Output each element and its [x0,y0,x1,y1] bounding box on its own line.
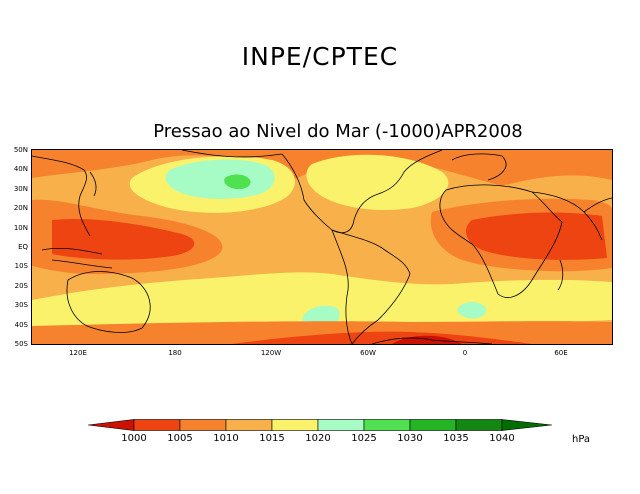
legend-swatch-1025 [363,419,411,431]
map-title: Pressao ao Nivel do Mar (-1000)APR2008 [153,121,523,142]
coast-antarctica [371,337,493,344]
field-1025-north-pacific-core [224,174,251,190]
coast-south-america [331,229,411,344]
lon-label-180: 180 [168,349,182,357]
field-1020-north-pacific-high [165,159,275,199]
lon-label-0: 0 [462,349,468,357]
legend-label-1025: 1025 [351,433,377,444]
coast-europe [451,153,507,181]
legend-swatch-below-1000 [88,419,135,431]
coast-japan [89,171,97,197]
legend-swatch-1000 [133,419,181,431]
legend-label-1030: 1030 [397,433,423,444]
lat-label-30n: 30N [13,185,28,193]
lon-label-60w: 60W [360,349,376,357]
legend-swatch-above-1040 [501,419,552,431]
lat-label-10s: 10S [14,262,28,270]
legend-colorbar [88,419,552,431]
coastlines [32,150,612,344]
lat-label-30s: 30S [14,301,28,309]
field-1005-band-north [32,150,612,186]
field-1000-africa [466,212,607,260]
field-1020-south-atlantic-high [457,302,487,319]
legend-label-1035: 1035 [443,433,469,444]
legend-swatch-1015 [271,419,319,431]
lat-label-eq: EQ [18,243,28,251]
lat-label-50n: 50N [13,146,28,154]
legend-swatch-1020 [317,419,365,431]
lat-label-20n: 20N [13,204,28,212]
legend-label-1015: 1015 [259,433,285,444]
legend-label-1000: 1000 [121,433,147,444]
coast-indonesia [41,247,113,269]
page-title: INPE/CPTEC [241,42,399,71]
legend-swatch-1005 [179,419,227,431]
lon-label-120e: 120E [69,349,87,357]
legend-swatch-1035 [455,419,503,431]
lon-label-120w: 120W [260,349,282,357]
coast-north-america [281,150,443,234]
coast-australia [66,271,151,333]
lon-label-60e: 60E [554,349,568,357]
lat-label-10n: 10N [13,224,28,232]
pressure-map-canvas [32,150,612,344]
legend-label-1020: 1020 [305,433,331,444]
coast-arabia-india [531,191,612,241]
field-1000-west-pacific [52,218,195,260]
field-1000-southern-ocean [232,331,532,344]
legend-unit: hPa [572,434,591,445]
coast-alaska [181,150,283,158]
legend-swatch-1030 [409,419,457,431]
legend-label-1040: 1040 [489,433,515,444]
coast-asia-east [32,155,91,237]
lat-label-40s: 40S [14,321,28,329]
field-1015-north-atlantic [306,154,449,211]
legend-swatch-1010 [225,419,273,431]
legend-label-1010: 1010 [213,433,239,444]
lat-label-40n: 40N [13,165,28,173]
lat-label-20s: 20S [14,282,28,290]
legend-label-1005: 1005 [167,433,193,444]
coast-madagascar [557,259,564,291]
pressure-map [31,149,613,345]
lat-label-50s: 50S [14,340,28,348]
